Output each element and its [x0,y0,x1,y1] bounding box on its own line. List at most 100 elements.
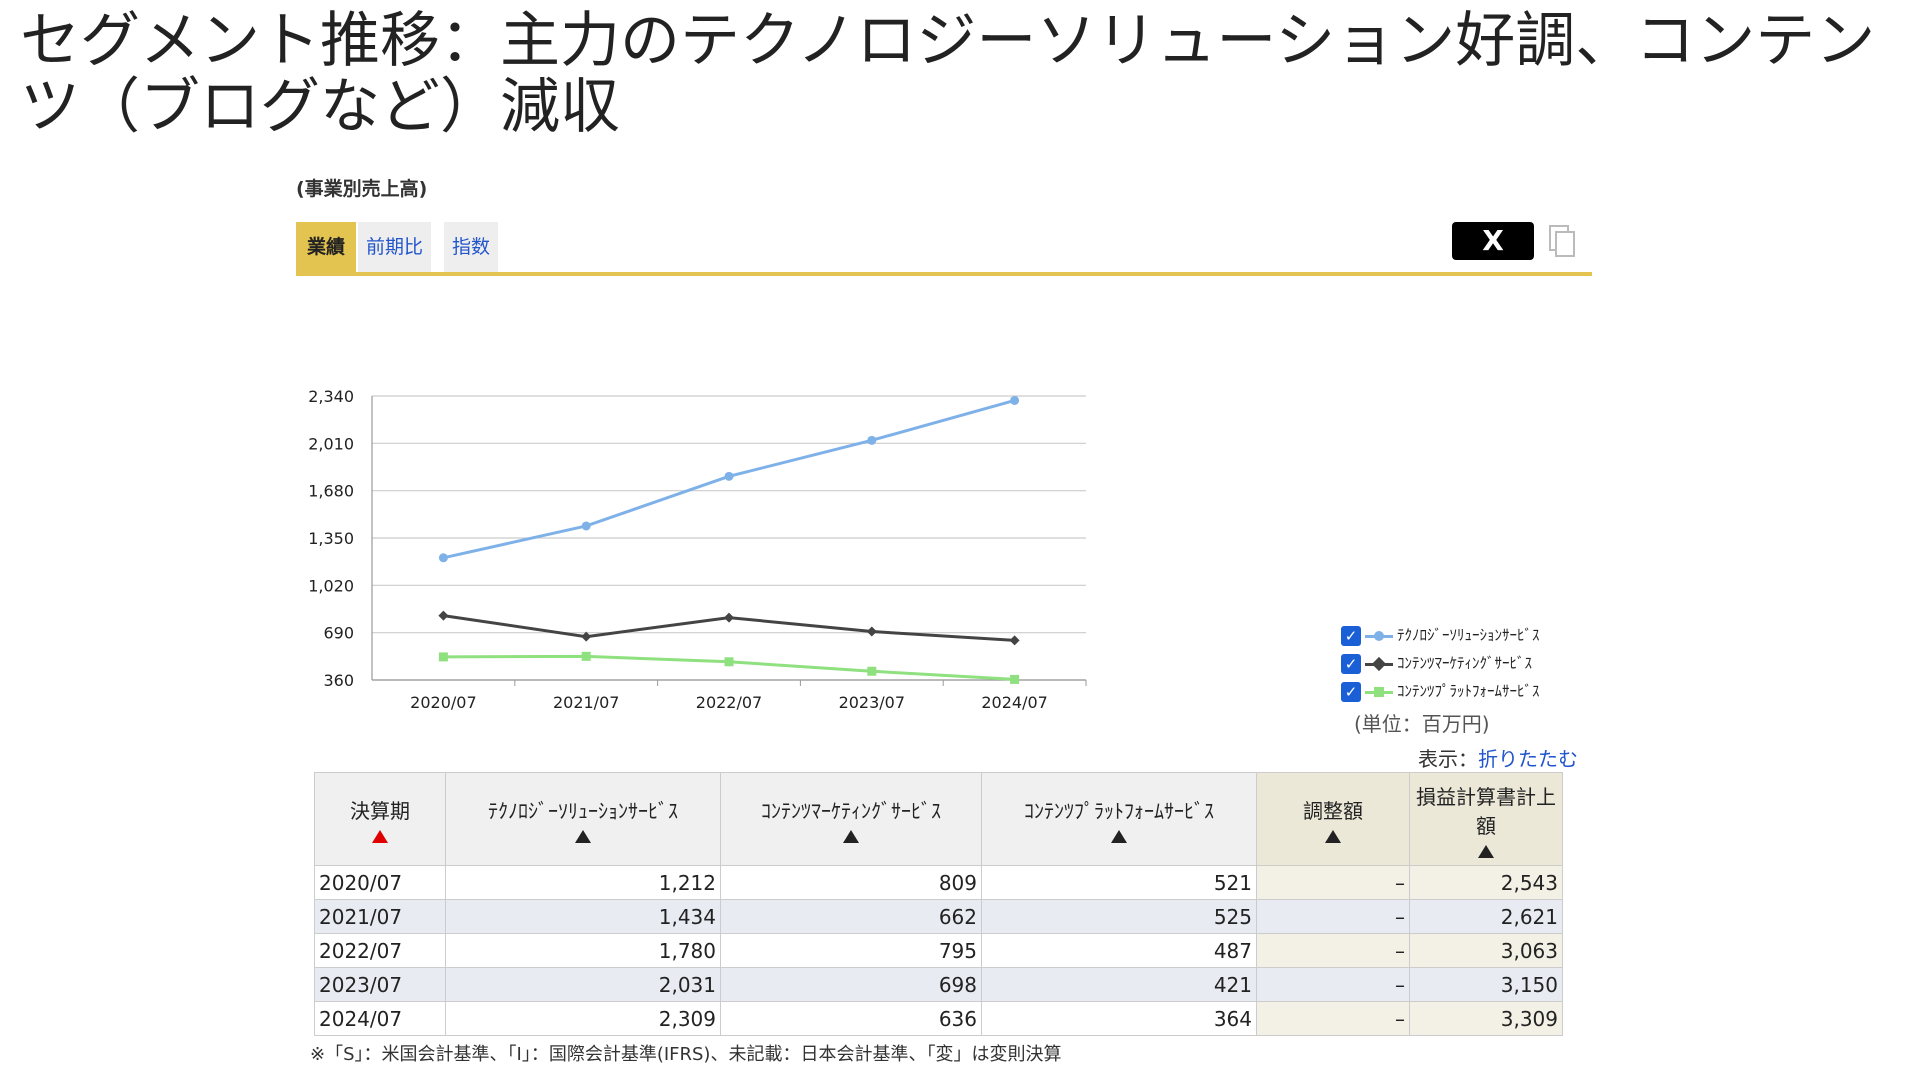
legend-circle-marker [1374,631,1384,641]
checkbox-checked-icon[interactable]: ✓ [1341,682,1361,702]
header-period[interactable]: 決算期 [314,772,446,866]
tab-index[interactable]: 指数 [444,222,499,272]
sort-arrow-icon[interactable] [1111,830,1127,843]
legend-item-tech[interactable]: ✓ ﾃｸﾉﾛｼﾞｰｿﾘｭｰｼｮﾝｻｰﾋﾞｽ [1341,624,1591,646]
cell-tech: 1,780 [445,933,721,968]
y-tick-label: 2,010 [308,434,354,453]
footnote: ※「S」：米国会計基準、「I」：国際会計基準(IFRS)、未記載：日本会計基準、… [310,1044,1062,1065]
cell-period: 2024/07 [314,1001,446,1036]
header-tech[interactable]: ﾃｸﾉﾛｼﾞｰｿﾘｭｰｼｮﾝｻｰﾋﾞｽ [445,772,721,866]
header-pl-amount[interactable]: 損益計算書計上額 [1409,772,1563,866]
legend-diamond-marker [1371,656,1387,672]
cell-platform: 421 [981,967,1257,1002]
sort-arrow-icon[interactable] [575,830,591,843]
cell-pl-amount: 2,621 [1409,899,1563,934]
cell-marketing: 698 [720,967,982,1002]
cell-adjustment: – [1256,1001,1410,1036]
cell-pl-amount: 3,309 [1409,1001,1563,1036]
tab-yoy[interactable]: 前期比 [358,222,432,272]
y-tick-label: 1,020 [308,576,354,595]
cell-marketing: 636 [720,1001,982,1036]
legend-item-marketing[interactable]: ✓ ｺﾝﾃﾝﾂﾏｰｹﾃｨﾝｸﾞｻｰﾋﾞｽ [1341,652,1591,674]
legend-label: ｺﾝﾃﾝﾂﾏｰｹﾃｨﾝｸﾞｻｰﾋﾞｽ [1397,654,1533,672]
table-row: 2024/07 2,309 636 364 – 3,309 [314,1001,1563,1036]
data-point [1010,395,1020,405]
x-tick-label: 2023/07 [839,693,905,712]
sort-arrow-icon[interactable] [1478,844,1494,858]
cell-adjustment: – [1256,865,1410,900]
table-row: 2023/07 2,031 698 421 – 3,150 [314,967,1563,1002]
x-tick-label: 2022/07 [696,693,762,712]
table-row: 2022/07 1,780 795 487 – 3,063 [314,933,1563,968]
cell-platform: 525 [981,899,1257,934]
data-point [867,435,877,445]
data-point [1010,674,1020,684]
sort-arrow-icon[interactable] [372,830,388,843]
legend-item-platform[interactable]: ✓ ｺﾝﾃﾝﾂﾌﾟﾗｯﾄﾌｫｰﾑｻｰﾋﾞｽ [1341,680,1591,702]
legend-label: ｺﾝﾃﾝﾂﾌﾟﾗｯﾄﾌｫｰﾑｻｰﾋﾞｽ [1397,682,1540,700]
cell-platform: 487 [981,933,1257,968]
header-marketing[interactable]: ｺﾝﾃﾝﾂﾏｰｹﾃｨﾝｸﾞｻｰﾋﾞｽ [720,772,982,866]
table-row: 2020/07 1,212 809 521 – 2,543 [314,865,1563,900]
data-point [867,666,877,676]
segment-table: 決算期 ﾃｸﾉﾛｼﾞｰｿﾘｭｰｼｮﾝｻｰﾋﾞｽ ｺﾝﾃﾝﾂﾏｰｹﾃｨﾝｸﾞｻｰﾋ… [314,772,1563,1036]
cell-period: 2023/07 [314,967,446,1002]
cell-adjustment: – [1256,933,1410,968]
cell-tech: 1,212 [445,865,721,900]
slide-title: セグメント推移：主力のテクノロジーソリューション好調、コンテンツ（ブログなど）減… [20,8,1876,142]
legend: ✓ ﾃｸﾉﾛｼﾞｰｿﾘｭｰｼｮﾝｻｰﾋﾞｽ ✓ ｺﾝﾃﾝﾂﾏｰｹﾃｨﾝｸﾞｻｰﾋ… [1341,624,1591,708]
header-platform[interactable]: ｺﾝﾃﾝﾂﾌﾟﾗｯﾄﾌｫｰﾑｻｰﾋﾞｽ [981,772,1257,866]
data-point [581,521,591,531]
y-tick-label: 360 [323,671,354,690]
cell-marketing: 809 [720,865,982,900]
sort-arrow-icon[interactable] [843,830,859,843]
data-point [866,626,877,637]
cell-platform: 364 [981,1001,1257,1036]
data-point [438,652,448,662]
line-chart: 2,340 2,010 1,680 1,350 1,020 690 360 2020/07 20… [308,387,1087,712]
x-tick-label: 2024/07 [981,693,1047,712]
cell-platform: 521 [981,865,1257,900]
y-tick-label: 1,350 [308,529,354,548]
data-point [581,631,592,642]
x-tick-label: 2020/07 [410,693,476,712]
fold-prefix: 表示： [1418,747,1478,771]
y-tick-label: 690 [323,624,354,643]
unit-label: (単位：百万円) [1354,712,1490,736]
cell-marketing: 662 [720,899,982,934]
cell-pl-amount: 3,150 [1409,967,1563,1002]
fold-control: 表示：折りたたむ [1418,743,1578,772]
cell-pl-amount: 2,543 [1409,865,1563,900]
data-point [724,612,734,623]
header-adjustment[interactable]: 調整額 [1256,772,1410,866]
sort-arrow-icon[interactable] [1325,830,1341,843]
legend-label: ﾃｸﾉﾛｼﾞｰｿﾘｭｰｼｮﾝｻｰﾋﾞｽ [1397,626,1540,644]
panel-heading: (事業別売上高) [296,178,428,200]
chart-area: 2,340 2,010 1,680 1,350 1,020 690 360 2020/07 20… [296,294,1592,734]
cell-tech: 2,031 [445,967,721,1002]
tab-bar: 業績 前期比 指数 [296,222,1592,276]
cell-pl-amount: 3,063 [1409,933,1563,968]
cell-tech: 1,434 [445,899,721,934]
copy-icon[interactable] [1548,224,1576,258]
cell-period: 2021/07 [314,899,446,934]
y-tick-label: 2,340 [308,387,354,406]
legend-square-marker [1374,687,1384,697]
fold-link[interactable]: 折りたたむ [1478,747,1578,771]
table-row: 2021/07 1,434 662 525 – 2,621 [314,899,1563,934]
cell-period: 2020/07 [314,865,446,900]
data-point [724,471,734,481]
data-point [1009,635,1020,646]
cell-adjustment: – [1256,967,1410,1002]
checkbox-checked-icon[interactable]: ✓ [1341,626,1361,646]
segment-panel: (事業別売上高) 業績 前期比 指数 X 2,340 2,010 1,680 1,35… [296,168,1592,1068]
cell-adjustment: – [1256,899,1410,934]
x-tick-label: 2021/07 [553,693,619,712]
x-share-button[interactable]: X [1452,222,1534,260]
table-header-row: 決算期 ﾃｸﾉﾛｼﾞｰｿﾘｭｰｼｮﾝｻｰﾋﾞｽ ｺﾝﾃﾝﾂﾏｰｹﾃｨﾝｸﾞｻｰﾋ… [314,772,1563,866]
cell-tech: 2,309 [445,1001,721,1036]
checkbox-checked-icon[interactable]: ✓ [1341,654,1361,674]
tab-results[interactable]: 業績 [296,222,356,272]
y-tick-label: 1,680 [308,482,354,501]
data-point [438,610,449,621]
